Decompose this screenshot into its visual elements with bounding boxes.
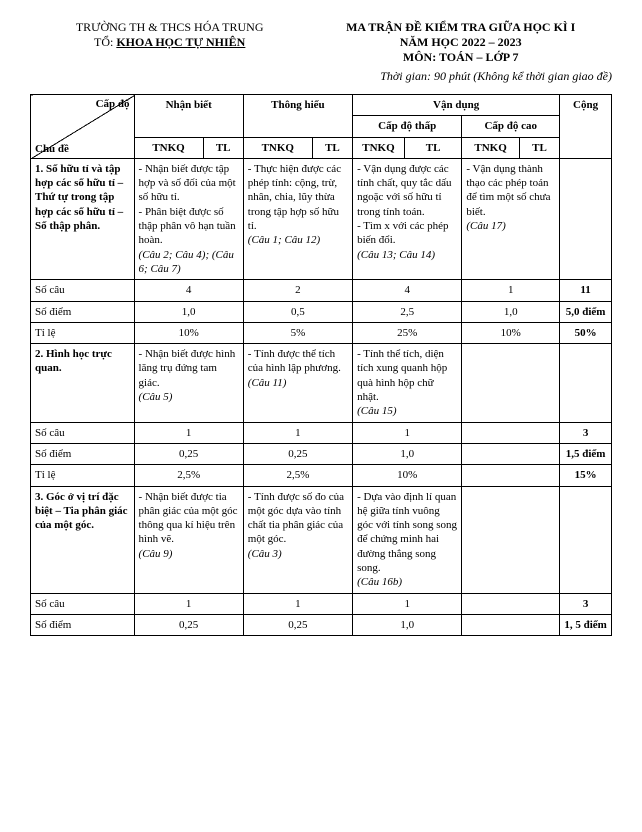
vdt-cell: - Dựa vào định lí quan hệ giữa tính vuôn… bbox=[353, 486, 462, 593]
matrix-table: Cấp độ Chủ đề Nhận biết Thông hiểu Vận d… bbox=[30, 94, 612, 636]
tl-3: TL bbox=[404, 137, 462, 158]
th-cell: - Tính được thể tích của hình lập phương… bbox=[243, 344, 352, 422]
subject: MÔN: TOÁN – LỚP 7 bbox=[309, 50, 612, 65]
col-thonghieu: Thông hiểu bbox=[243, 95, 352, 138]
col-nhanbiet: Nhận biết bbox=[134, 95, 243, 138]
cong-cell bbox=[560, 486, 612, 593]
document-header: TRƯỜNG TH & THCS HÓA TRUNG TỔ: KHOA HỌC … bbox=[30, 20, 612, 65]
vdc-cell bbox=[462, 344, 560, 422]
col-capdocao: Cấp độ cao bbox=[462, 116, 560, 137]
tnkq-1: TNKQ bbox=[134, 137, 203, 158]
department: TỔ: KHOA HỌC TỰ NHIÊN bbox=[30, 35, 309, 50]
tnkq-2: TNKQ bbox=[243, 137, 312, 158]
sodiem-row: Số điểm 1,0 0,5 2,5 1,0 5,0 điểm bbox=[31, 301, 612, 322]
label: Số câu bbox=[31, 280, 135, 301]
socau-row: Số câu 1 1 1 3 bbox=[31, 422, 612, 443]
tnkq-4: TNKQ bbox=[462, 137, 520, 158]
col-capdothap: Cấp độ thấp bbox=[353, 116, 462, 137]
school-year: NĂM HỌC 2022 – 2023 bbox=[309, 35, 612, 50]
vdc-cell: - Vận dụng thành thạo các phép toán để t… bbox=[462, 158, 560, 279]
topic-row: 3. Góc ở vị trí đặc biệt – Tia phân giác… bbox=[31, 486, 612, 593]
diag-header: Cấp độ Chủ đề bbox=[31, 95, 135, 159]
topic-title: 2. Hình học trực quan. bbox=[31, 344, 135, 422]
nb-cell: - Nhận biết được hình lăng trụ đứng tam … bbox=[134, 344, 243, 422]
doc-title: MA TRẬN ĐỀ KIỂM TRA GIỮA HỌC KÌ I bbox=[309, 20, 612, 35]
cong-cell bbox=[560, 344, 612, 422]
tile-row: Tỉ lệ 10% 5% 25% 10% 50% bbox=[31, 322, 612, 343]
col-vandung: Vận dụng bbox=[353, 95, 560, 116]
time-note: Thời gian: 90 phút (Không kể thời gian g… bbox=[30, 69, 612, 84]
tl-4: TL bbox=[519, 137, 559, 158]
header-right: MA TRẬN ĐỀ KIỂM TRA GIỮA HỌC KÌ I NĂM HỌ… bbox=[309, 20, 612, 65]
vdt-cell: - Vận dụng được các tính chất, quy tắc d… bbox=[353, 158, 462, 279]
sodiem-row: Số điểm 0,25 0,25 1,0 1, 5 điểm bbox=[31, 614, 612, 635]
tl-2: TL bbox=[312, 137, 352, 158]
th-cell: - Thực hiện được các phép tính: cộng, tr… bbox=[243, 158, 352, 279]
tile-row: Tỉ lệ 2,5% 2,5% 10% 15% bbox=[31, 465, 612, 486]
th-cell: - Tính được số đo của một góc dựa vào tí… bbox=[243, 486, 352, 593]
label: Số điểm bbox=[31, 301, 135, 322]
topic-title: 3. Góc ở vị trí đặc biệt – Tia phân giác… bbox=[31, 486, 135, 593]
socau-row: Số câu 4 2 4 1 11 bbox=[31, 280, 612, 301]
school-name: TRƯỜNG TH & THCS HÓA TRUNG bbox=[30, 20, 309, 35]
header-left: TRƯỜNG TH & THCS HÓA TRUNG TỔ: KHOA HỌC … bbox=[30, 20, 309, 65]
tnkq-3: TNKQ bbox=[353, 137, 405, 158]
tl-1: TL bbox=[203, 137, 243, 158]
vdc-cell bbox=[462, 486, 560, 593]
cong-cell bbox=[560, 158, 612, 279]
sodiem-row: Số điểm 0,25 0,25 1,0 1,5 điểm bbox=[31, 443, 612, 464]
topic-row: 1. Số hữu tỉ và tập hợp các số hữu tỉ – … bbox=[31, 158, 612, 279]
col-cong: Cộng bbox=[560, 95, 612, 159]
socau-row: Số câu 1 1 1 3 bbox=[31, 593, 612, 614]
nb-cell: - Nhận biết được tia phân giác của một g… bbox=[134, 486, 243, 593]
topic-row: 2. Hình học trực quan. - Nhận biết được … bbox=[31, 344, 612, 422]
vdt-cell: - Tính thể tích, diện tích xung quanh hộ… bbox=[353, 344, 462, 422]
nb-cell: - Nhận biết được tập hợp và số đối của m… bbox=[134, 158, 243, 279]
header-row-1: Cấp độ Chủ đề Nhận biết Thông hiểu Vận d… bbox=[31, 95, 612, 116]
label: Tỉ lệ bbox=[31, 322, 135, 343]
topic-title: 1. Số hữu tỉ và tập hợp các số hữu tỉ – … bbox=[31, 158, 135, 279]
